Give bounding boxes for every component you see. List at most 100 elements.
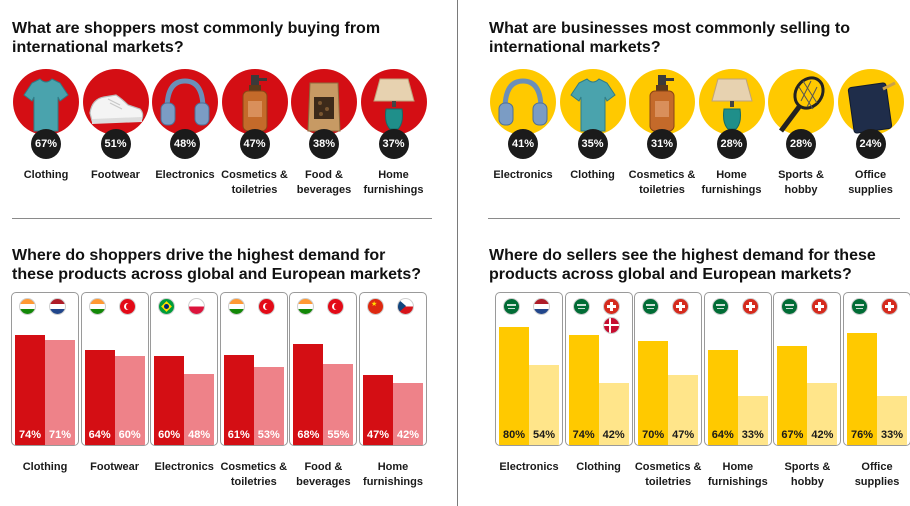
- sneaker-icon: [82, 69, 150, 141]
- title-line: products across global and European mark…: [489, 266, 852, 283]
- bar-value-label: 80%: [502, 429, 526, 441]
- percentage-badge: 35%: [577, 129, 608, 159]
- bar-value-label: 60%: [158, 429, 181, 441]
- switzerland-flag: [881, 298, 898, 315]
- category-label: Food & beverages: [296, 169, 352, 196]
- percentage-badge: 47%: [239, 129, 270, 159]
- bar-value-label: 47%: [672, 429, 695, 441]
- bar: [253, 367, 284, 445]
- bar-value-label: 54%: [532, 429, 556, 441]
- seller-demand-category-label: Sports & hobby: [784, 461, 831, 488]
- bar: [707, 350, 738, 445]
- title-line: What are businesses most commonly sellin…: [489, 20, 850, 37]
- seller-demand-panel: 64% 33%: [703, 292, 772, 446]
- bar: [499, 327, 529, 445]
- category-label: Cosmetics & toiletries: [221, 169, 288, 196]
- bar: [393, 383, 423, 445]
- category-label: Clothing: [570, 169, 615, 181]
- bar-value-label: 64%: [88, 429, 111, 441]
- headphones-icon: [151, 69, 219, 141]
- bar: [568, 335, 599, 445]
- india-flag: [297, 298, 315, 315]
- percentage-badge: 67%: [31, 129, 61, 159]
- title-line: Where do sellers see the highest demand …: [489, 247, 876, 264]
- shopper-demand-category-label: Home furnishings: [363, 461, 423, 488]
- china-flag: ★: [367, 298, 384, 315]
- switzerland-flag: [602, 298, 620, 315]
- czech-flag: [397, 298, 414, 315]
- seller-demand-panel: 80% 54%: [495, 292, 563, 446]
- turkey-flag: [327, 298, 345, 315]
- shopper-demand-category-label: Cosmetics & toiletries: [220, 461, 288, 488]
- category-label: Home furnishings: [701, 169, 762, 196]
- cosmetics-bottle-icon: [221, 69, 289, 141]
- bar: [847, 333, 877, 445]
- saudi-arabia-flag: [572, 298, 590, 315]
- tshirt-icon: [559, 69, 627, 141]
- bar: [529, 365, 559, 445]
- turkey-flag: [118, 298, 136, 315]
- shopper-demand-panel: 60% 48%: [150, 292, 219, 446]
- bar: [293, 344, 324, 445]
- vertical-divider: [457, 0, 458, 506]
- seller-demand-category-label: Office supplies: [854, 461, 900, 488]
- turkey-flag: [257, 298, 275, 315]
- bar: [84, 350, 115, 445]
- sellers-demand-title: Where do sellers see the highest demand …: [489, 246, 876, 284]
- shopper-demand-category-label: Footwear: [90, 461, 140, 473]
- category-label: Home furnishings: [363, 169, 424, 196]
- bar: [154, 356, 185, 445]
- bar-value-label: 74%: [18, 429, 42, 441]
- percentage-badge: 41%: [508, 129, 538, 159]
- category-circle: [768, 69, 834, 135]
- switzerland-flag: [672, 298, 690, 315]
- bar-value-label: 64%: [711, 429, 734, 441]
- shopper-demand-panel: ★ 47% 42%: [359, 292, 427, 446]
- bar-value-label: 60%: [118, 429, 141, 441]
- bar-value-label: 76%: [850, 429, 874, 441]
- left-horizontal-divider: [12, 218, 432, 219]
- bar-value-label: 42%: [602, 429, 625, 441]
- shopper-demand-panel: 61% 53%: [219, 292, 288, 446]
- denmark-flag: [602, 317, 620, 334]
- seller-demand-category-label: Clothing: [576, 461, 621, 473]
- shopper-demand-panel: 68% 55%: [289, 292, 358, 446]
- shoppers-buying-title: What are shoppers most commonly buying f…: [12, 19, 380, 57]
- bar: [45, 340, 75, 445]
- brazil-flag: [158, 298, 176, 315]
- netherlands-flag: [49, 298, 66, 315]
- saudi-arabia-flag: [503, 298, 520, 315]
- category-label: Footwear: [91, 169, 140, 181]
- bar: [877, 396, 907, 445]
- bar: [668, 375, 699, 445]
- bar-value-label: 33%: [741, 429, 764, 441]
- lamp-icon: [698, 69, 766, 141]
- title-line: these products across global and Europea…: [12, 266, 421, 283]
- shoppers-demand-title: Where do shoppers drive the highest dema…: [12, 246, 421, 284]
- bar-value-label: 48%: [188, 429, 211, 441]
- bar: [323, 364, 354, 445]
- category-label: Electronics: [493, 169, 553, 181]
- bar: [777, 346, 808, 445]
- category-label: Office supplies: [848, 169, 893, 196]
- bar-value-label: 74%: [572, 429, 595, 441]
- bar: [807, 383, 838, 445]
- seller-demand-category-label: Home furnishings: [707, 461, 768, 488]
- percentage-badge: 28%: [716, 129, 747, 159]
- india-flag: [227, 298, 245, 315]
- racket-icon: [767, 69, 835, 141]
- bar: [737, 396, 768, 445]
- bar-value-label: 71%: [48, 429, 72, 441]
- bar-value-label: 47%: [366, 429, 390, 441]
- seller-demand-panel: 67% 42%: [773, 292, 842, 446]
- switzerland-flag: [741, 298, 759, 315]
- shopper-demand-category-label: Electronics: [154, 461, 214, 473]
- india-flag: [88, 298, 106, 315]
- title-line: Where do shoppers drive the highest dema…: [12, 247, 386, 264]
- title-line: international markets?: [12, 39, 184, 56]
- bar-value-label: 53%: [257, 429, 280, 441]
- seller-demand-category-label: Electronics: [499, 461, 559, 473]
- food-bag-icon: [290, 69, 358, 141]
- saudi-arabia-flag: [711, 298, 729, 315]
- title-line: What are shoppers most commonly buying f…: [12, 20, 381, 37]
